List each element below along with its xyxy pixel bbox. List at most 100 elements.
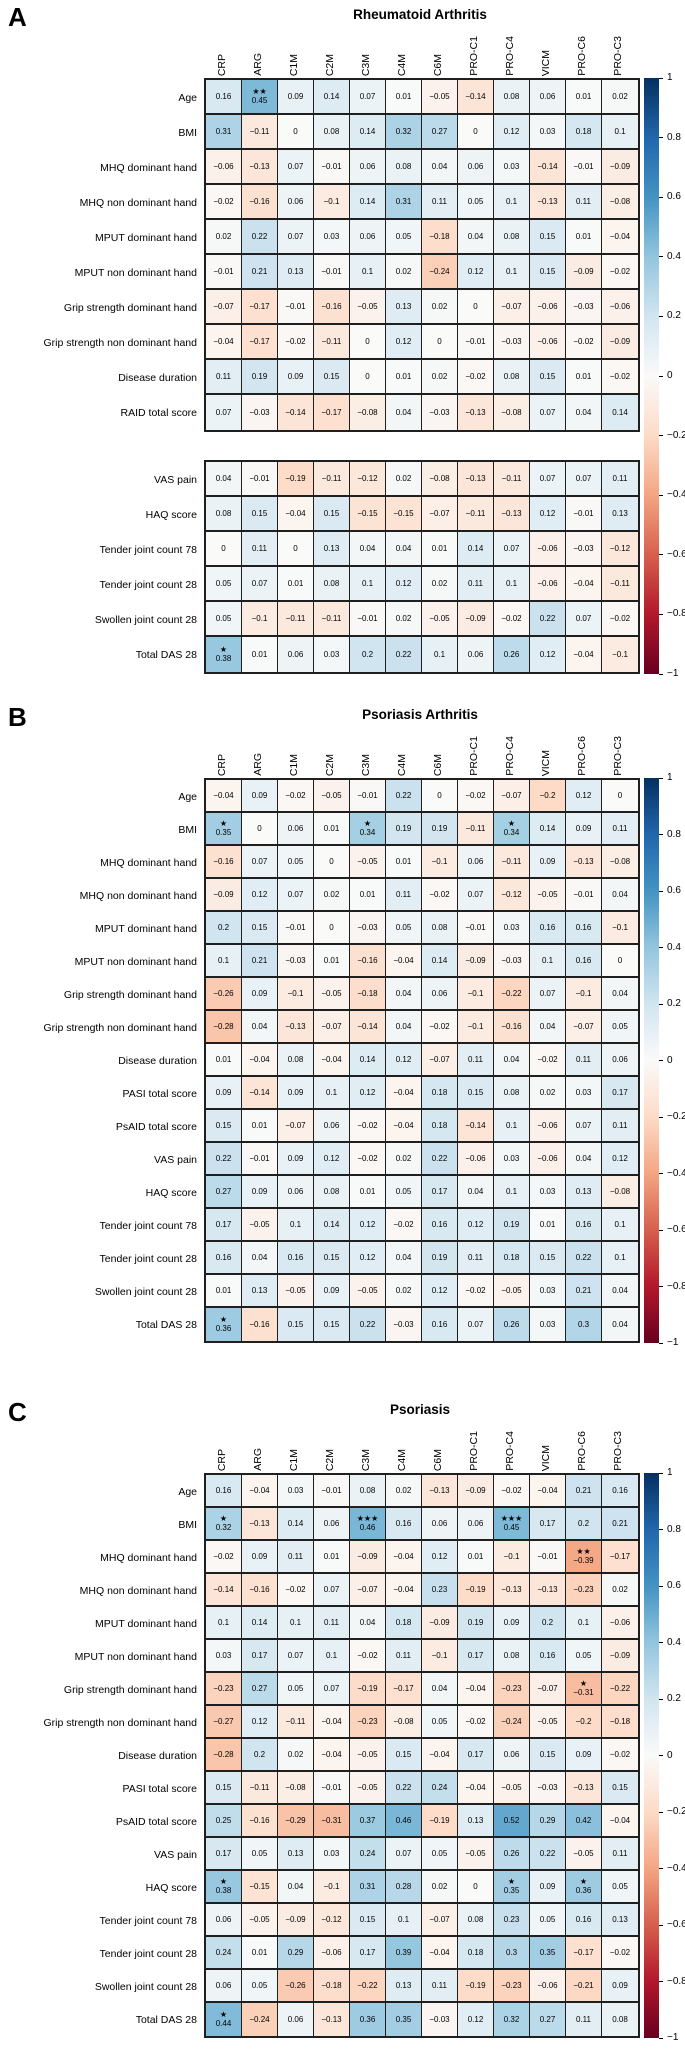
correlation-value: −0.02 <box>465 791 486 800</box>
correlation-value: 0.46 <box>395 1816 412 1825</box>
column-header: C3M <box>348 26 384 78</box>
heatmap-cell: −0.04 <box>530 1475 566 1508</box>
correlation-value: 0.06 <box>215 1981 232 1990</box>
correlation-value: 0.06 <box>323 1121 340 1130</box>
heatmap-block: Age BMI MHQ dominant hand MHQ non dominant … <box>0 778 685 1343</box>
heatmap-cell: 0.29 <box>278 1937 314 1970</box>
column-header-label: C2M <box>324 1448 336 1471</box>
heatmap-cell: 0.14 <box>458 532 494 567</box>
heatmap-cell: −0.06 <box>530 1143 566 1176</box>
heatmap-cell: 0.18 <box>494 1242 530 1275</box>
correlation-value: 0.02 <box>395 267 412 276</box>
correlation-value: 0.06 <box>323 1519 340 1528</box>
heatmap-cell: 0.03 <box>530 1308 566 1341</box>
column-header: C3M <box>348 726 384 778</box>
heatmap-cell: 0.15 <box>386 1739 422 1772</box>
column-header: C2M <box>312 726 348 778</box>
heatmap-cell: 0.01 <box>242 637 278 672</box>
correlation-value: 0.12 <box>431 1286 448 1295</box>
column-header: ARG <box>240 1421 276 1473</box>
heatmap-cell: −0.1 <box>422 846 458 879</box>
correlation-value: 0.03 <box>503 1154 520 1163</box>
correlation-value: −0.29 <box>285 1816 306 1825</box>
correlation-value: 0.01 <box>575 92 592 101</box>
correlation-value: −0.02 <box>609 372 631 381</box>
heatmap-cell: 0.18 <box>566 115 602 150</box>
correlation-value: −0.13 <box>249 162 270 171</box>
heatmap-cell: 0.04 <box>386 1011 422 1044</box>
heatmap-cell: −0.05 <box>350 1275 386 1308</box>
correlation-value: 0.05 <box>287 857 304 866</box>
correlation-value: 0.09 <box>287 1088 304 1097</box>
heatmap-cell: −0.04 <box>314 1739 350 1772</box>
panel-title: Psoriasis Arthritis <box>362 707 478 722</box>
heatmap-cell: −0.11 <box>458 497 494 532</box>
heatmap-cell: −0.04 <box>242 1475 278 1508</box>
correlation-value: 0.11 <box>288 1552 303 1561</box>
correlation-value: −0.28 <box>213 1750 234 1759</box>
heatmap-cell: 0.12 <box>350 1242 386 1275</box>
correlation-value: 0.1 <box>361 267 374 276</box>
heatmap-cell: 0.16 <box>530 912 566 945</box>
heatmap-cell: −0.17 <box>314 395 350 430</box>
correlation-value: 0.29 <box>287 1948 304 1957</box>
correlation-value: −0.11 <box>249 127 270 136</box>
heatmap-cell: −0.09 <box>206 879 242 912</box>
row-label: MPUT non dominant hand <box>74 266 197 279</box>
correlation-value: 0.16 <box>539 923 556 932</box>
correlation-value: −0.01 <box>537 1552 558 1561</box>
heatmap-cell: 0.23 <box>494 1904 530 1937</box>
heatmap-cell: −0.16 <box>206 846 242 879</box>
correlation-value: −0.11 <box>285 1717 306 1726</box>
heatmap-cell: 0.08 <box>206 497 242 532</box>
correlation-value: 0.05 <box>431 1849 448 1858</box>
correlation-value: −0.09 <box>465 956 486 965</box>
heatmap-cell: 0.05 <box>206 602 242 637</box>
heatmap-cell: −0.06 <box>530 1110 566 1143</box>
heatmap-cell: 0 <box>422 325 458 360</box>
heatmap-cell: 0.03 <box>494 150 530 185</box>
heatmap-block: Age BMI MHQ dominant hand MHQ non dominant … <box>0 78 685 432</box>
correlation-value: 0.16 <box>575 956 592 965</box>
colorbar: 1 0.8 0.6 0.4 0.2 0 −0.2 −0.4 −0.6 −0.8 −1 <box>644 773 685 1348</box>
heatmap-cell: 0.15 <box>314 360 350 395</box>
colorbar-tick-label: 0 <box>667 370 673 381</box>
correlation-value: 0.22 <box>395 1783 412 1792</box>
heatmap-cell: 0 <box>350 325 386 360</box>
heatmap-cell: 0.14 <box>350 185 386 220</box>
colorbar-tick <box>659 1924 663 1926</box>
colorbar-tick <box>659 673 663 675</box>
correlation-value: −0.03 <box>429 408 450 417</box>
correlation-value: 0.1 <box>505 1121 518 1130</box>
correlation-value: 0.23 <box>503 1915 520 1924</box>
correlation-value: −0.01 <box>465 337 486 346</box>
correlation-value: 0.17 <box>251 1651 268 1660</box>
correlation-value: 0.35 <box>503 1885 520 1895</box>
column-header: C1M <box>276 1421 312 1473</box>
heatmap-cell: −0.06 <box>314 1937 350 1970</box>
correlation-value: 0.11 <box>612 1121 628 1130</box>
heatmap-cell: 0.17 <box>422 1176 458 1209</box>
correlation-value: −0.08 <box>429 474 450 483</box>
correlation-value: 0.35 <box>215 827 232 837</box>
colorbar-tick-label: 1 <box>667 1467 673 1478</box>
heatmap-cell: −0.07 <box>494 780 530 813</box>
correlation-value: 0.09 <box>287 372 304 381</box>
correlation-value: −0.23 <box>213 1684 234 1693</box>
heatmap-cell: 0.24 <box>206 1937 242 1970</box>
correlation-value: −0.07 <box>501 791 522 800</box>
correlation-value: 0.31 <box>215 127 232 136</box>
correlation-value: 0.16 <box>431 1320 448 1329</box>
heatmap-cell: 0.22 <box>530 1838 566 1871</box>
correlation-value: 0.16 <box>215 92 232 101</box>
heatmap-cell: −0.09 <box>602 1640 638 1673</box>
correlation-value: 0.09 <box>251 791 268 800</box>
column-header-label: PRO-C1 <box>468 1431 480 1471</box>
column-header-label: PRO-C1 <box>468 736 480 776</box>
correlation-value: −0.01 <box>321 267 342 276</box>
panel-rheumatoid-arthritis: A Rheumatoid Arthritis CRP ARG C1M C2M C3M C4M C… <box>0 4 685 679</box>
correlation-value: −0.14 <box>285 408 306 417</box>
heatmap-cell: −0.03 <box>350 912 386 945</box>
correlation-value: 0.18 <box>431 1121 448 1130</box>
heatmap-cell: 0.26 <box>494 1838 530 1871</box>
